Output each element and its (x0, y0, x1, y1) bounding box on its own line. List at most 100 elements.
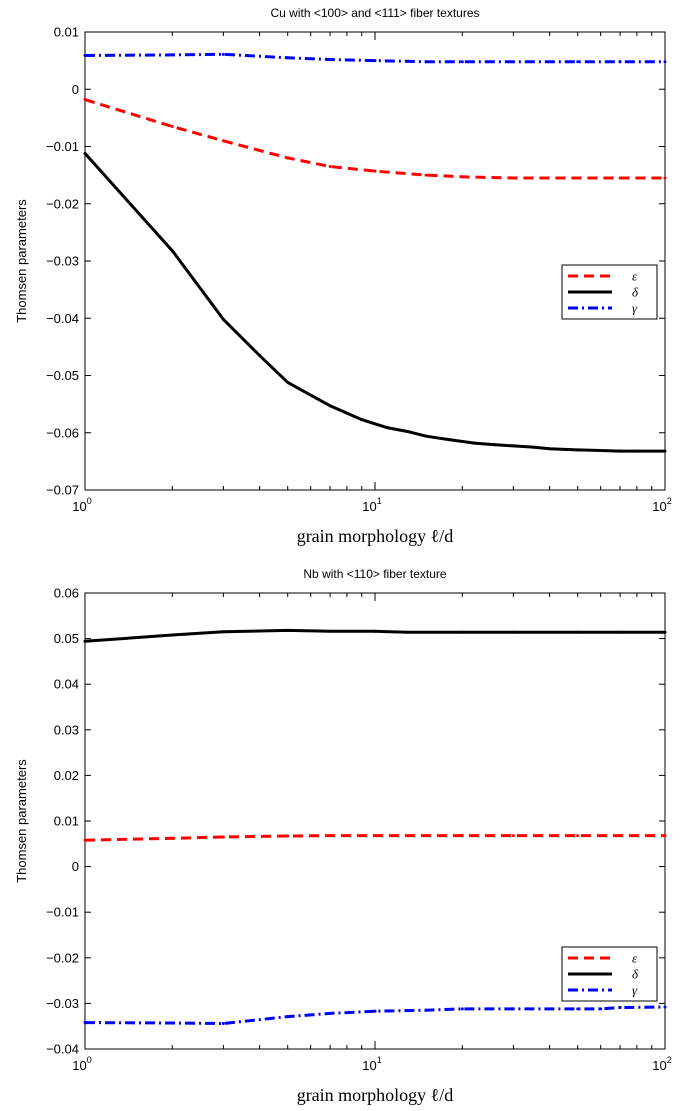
data-point (576, 630, 580, 634)
y-tick-label: 0 (72, 82, 79, 97)
legend-label: δ (632, 285, 639, 300)
series-line-1 (83, 152, 665, 453)
y-tick-label: 0.01 (54, 814, 79, 829)
data-point (511, 630, 515, 634)
data-point (170, 1021, 174, 1025)
data-point (286, 380, 290, 384)
x-tick-label: 100 (72, 1055, 91, 1073)
y-tick-label: −0.03 (46, 996, 79, 1011)
data-point (460, 60, 464, 64)
y-tick-label: −0.01 (46, 905, 79, 920)
data-point (406, 430, 410, 434)
data-point (286, 156, 290, 160)
data-point (221, 139, 225, 143)
data-point (385, 426, 389, 430)
data-point (83, 838, 87, 842)
x-tick-label-exponent: 0 (87, 1055, 92, 1065)
data-point (576, 448, 580, 452)
data-point (373, 169, 377, 173)
data-point (599, 1007, 603, 1011)
data-point (170, 836, 174, 840)
y-tick-label: −0.03 (46, 254, 79, 269)
data-point (460, 1007, 464, 1011)
data-point (511, 60, 515, 64)
data-point (663, 449, 667, 453)
x-axis-label: grain morphology ℓ/d (297, 1085, 454, 1105)
data-point (360, 418, 364, 422)
data-point (424, 434, 428, 438)
data-point (373, 834, 377, 838)
legend: εδγ (561, 264, 658, 320)
data-point (531, 445, 535, 449)
legend-label: δ (632, 967, 639, 982)
data-point (328, 629, 332, 633)
data-point (286, 1015, 290, 1019)
data-point (663, 1005, 667, 1009)
plot-frame (84, 31, 666, 491)
data-point (493, 443, 497, 447)
data-point (373, 1009, 377, 1013)
data-point (618, 834, 622, 838)
data-point (83, 98, 87, 102)
legend-label: ε (632, 951, 638, 966)
y-tick-label: 0.05 (54, 631, 79, 646)
series-line-0 (84, 834, 665, 842)
data-point (576, 60, 580, 64)
x-tick-label-base: 10 (72, 499, 86, 514)
y-tick-label: −0.01 (46, 139, 79, 154)
data-point (511, 444, 515, 448)
data-point (424, 1008, 428, 1012)
data-point (221, 1021, 225, 1025)
data-point (576, 834, 580, 838)
data-point (663, 60, 667, 64)
data-point (472, 441, 476, 445)
data-point (328, 165, 332, 169)
data-point (576, 176, 580, 180)
chart-panel-nb: Nb with <110> fiber texture −0.04 −0.03 −0.… (14, 567, 672, 1105)
data-point (424, 60, 428, 64)
x-tick-label-base: 10 (362, 499, 376, 514)
data-point (286, 56, 290, 60)
data-point (511, 1007, 515, 1011)
data-point (511, 176, 515, 180)
data-point (406, 630, 410, 634)
x-tick-label: 101 (362, 1055, 381, 1073)
legend: εδγ (561, 946, 658, 1002)
data-point (373, 629, 377, 633)
series-line-1 (84, 628, 665, 643)
x-tick-label-base: 10 (72, 1058, 86, 1073)
x-tick-label: 101 (362, 496, 381, 514)
x-tick-label-exponent: 0 (87, 496, 92, 506)
data-point (663, 834, 667, 838)
data-point (83, 151, 87, 155)
data-point (424, 173, 428, 177)
data-point (328, 834, 332, 838)
x-tick-label: 100 (72, 496, 91, 514)
data-point (618, 176, 622, 180)
data-point (170, 249, 174, 253)
y-tick-label: −0.07 (46, 483, 79, 498)
y-tick-label: 0.03 (54, 722, 79, 737)
y-tick-label: 0.01 (54, 25, 79, 40)
y-tick-label: −0.04 (46, 1042, 79, 1057)
data-point (548, 447, 552, 451)
y-axis-label: Thomsen parameters (14, 759, 29, 883)
y-tick-label: 0.06 (54, 586, 79, 601)
data-point (170, 53, 174, 57)
data-point (221, 835, 225, 839)
chart-panel-cu: Cu with <100> and <111> fiber textures −0… (14, 6, 672, 546)
x-axis-label: grain morphology ℓ/d (297, 526, 454, 546)
series-line-2 (84, 52, 665, 64)
y-axis-label: Thomsen parameters (14, 199, 29, 323)
data-point (221, 317, 225, 321)
data-point (170, 124, 174, 128)
data-point (511, 834, 515, 838)
x-tick-label: 102 (652, 496, 671, 514)
data-point (562, 447, 566, 451)
data-point (460, 175, 464, 179)
data-point (663, 630, 667, 634)
data-point (221, 630, 225, 634)
y-tick-label: −0.02 (46, 196, 79, 211)
x-tick-label-exponent: 1 (377, 496, 382, 506)
